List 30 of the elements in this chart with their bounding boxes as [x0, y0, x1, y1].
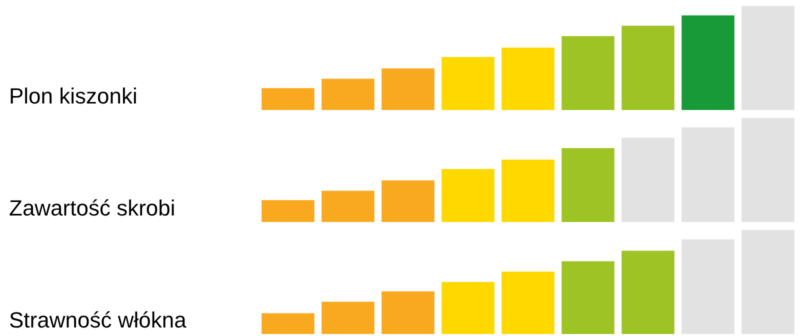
- bar: [562, 261, 614, 334]
- bar: [262, 313, 314, 334]
- bar: [622, 250, 674, 334]
- bar: [742, 230, 794, 334]
- bar: [622, 26, 674, 110]
- bar: [742, 6, 794, 110]
- text: Plon kiszonki: [9, 84, 138, 108]
- text: Strawność włókna: [9, 308, 188, 332]
- bar: [382, 68, 434, 110]
- text: Zawartość skrobi: [9, 196, 176, 220]
- bar: [322, 302, 374, 334]
- bar: [622, 138, 674, 222]
- bar: [262, 88, 314, 110]
- bar: [322, 190, 374, 222]
- bar: [562, 36, 614, 110]
- bar: [502, 160, 554, 222]
- bar: [682, 127, 734, 222]
- bar: [742, 118, 794, 222]
- bar: [322, 78, 374, 110]
- bar: [442, 56, 494, 110]
- bar: [502, 48, 554, 110]
- bar: [682, 239, 734, 334]
- bar: [562, 148, 614, 222]
- bar: [382, 291, 434, 334]
- bar: [682, 15, 734, 110]
- bar: [442, 168, 494, 222]
- bar: [382, 180, 434, 222]
- bar: [502, 272, 554, 334]
- bar: [262, 200, 314, 222]
- bar: [442, 282, 494, 334]
